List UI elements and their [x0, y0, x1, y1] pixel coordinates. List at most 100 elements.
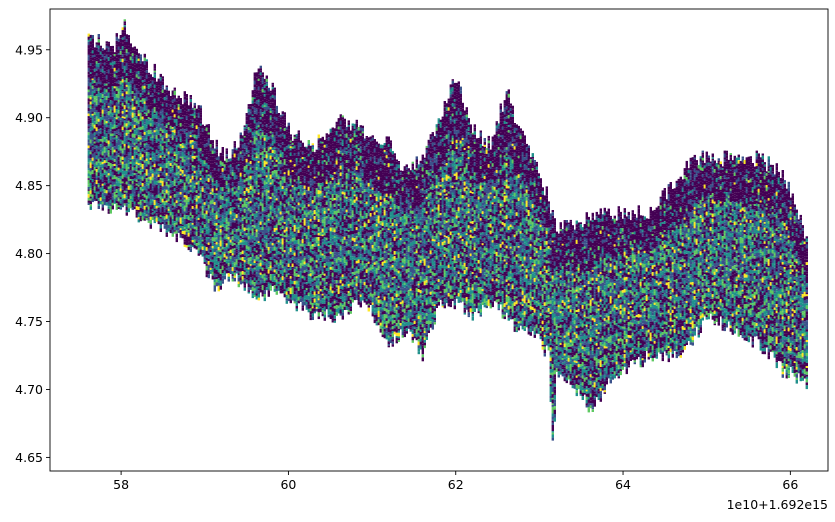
heatmap-cell: [97, 42, 100, 46]
heatmap-cell: [99, 112, 102, 116]
heatmap-cell: [129, 78, 132, 81]
heatmap-cell: [121, 156, 124, 160]
heatmap-cell: [129, 193, 132, 196]
heatmap-cell: [123, 170, 126, 175]
heatmap-cell: [109, 62, 112, 65]
heatmap-cell: [129, 200, 132, 205]
heatmap-cell: [115, 91, 118, 94]
heatmap-cell: [91, 130, 94, 134]
heatmap-cell: [131, 170, 134, 174]
heatmap-cell: [101, 57, 104, 60]
heatmap-cell: [125, 143, 128, 148]
heatmap-cell: [113, 105, 116, 110]
heatmap-cell: [131, 119, 134, 123]
heatmap-cell: [87, 126, 90, 129]
heatmap-cell: [123, 127, 126, 131]
heatmap-cell: [119, 172, 122, 176]
heatmap-cell: [119, 203, 122, 206]
heatmap-cell: [101, 145, 104, 149]
heatmap-cell: [93, 47, 96, 50]
heatmap-cell: [91, 80, 94, 84]
heatmap-cell: [105, 137, 108, 140]
heatmap-cell: [125, 203, 128, 207]
heatmap-cell: [111, 158, 114, 161]
heatmap-cell: [95, 61, 98, 64]
heatmap-cell: [131, 129, 134, 134]
heatmap-cell: [153, 72, 156, 75]
heatmap-cell: [109, 174, 112, 177]
heatmap-cell: [115, 148, 118, 152]
heatmap-cell: [89, 50, 92, 53]
heatmap-cell: [103, 71, 106, 75]
heatmap-cell: [97, 91, 100, 93]
heatmap-cell: [89, 89, 92, 92]
heatmap-cell: [121, 79, 124, 83]
heatmap-cell: [95, 134, 98, 137]
heatmap-cell: [113, 114, 116, 118]
heatmap-cell: [127, 154, 130, 159]
heatmap-cell: [129, 146, 132, 149]
heatmap-cell: [131, 155, 134, 160]
heatmap-cell: [95, 106, 98, 110]
heatmap-cell: [117, 139, 120, 143]
heatmap-cell: [103, 83, 106, 86]
heatmap-cell: [123, 118, 126, 121]
heatmap-cell: [133, 98, 136, 101]
heatmap-cell: [111, 153, 114, 156]
heatmap-cell: [101, 66, 104, 68]
heatmap-cell: [125, 95, 128, 99]
heatmap-cell: [107, 146, 110, 149]
heatmap-cell: [111, 68, 114, 72]
heatmap-cell: [101, 198, 104, 202]
heatmap-cell: [121, 76, 124, 80]
heatmap-cell: [119, 95, 122, 99]
heatmap-cell: [99, 128, 102, 130]
heatmap-cell: [123, 58, 126, 61]
heatmap-cell: [105, 63, 108, 67]
heatmap-cell: [101, 109, 104, 114]
heatmap-cell: [123, 91, 126, 95]
heatmap-cell: [105, 83, 108, 86]
heatmap-cell: [101, 69, 104, 73]
heatmap-cell: [91, 98, 94, 101]
heatmap-cell: [91, 60, 94, 64]
heatmap-cell: [133, 188, 136, 193]
heatmap-cell: [93, 148, 96, 153]
heatmap-cell: [93, 112, 96, 115]
heatmap-cell: [97, 151, 100, 156]
heatmap-cell: [113, 121, 116, 123]
heatmap-cell: [103, 158, 106, 161]
heatmap-cell: [89, 95, 92, 97]
heatmap-cell: [117, 153, 120, 155]
heatmap-cell: [117, 155, 120, 157]
heatmap-cell: [93, 128, 96, 133]
heatmap-cell: [113, 59, 116, 62]
heatmap-cell: [243, 287, 246, 291]
heatmap-cell: [185, 97, 188, 101]
heatmap-cell: [99, 102, 102, 106]
heatmap-cell: [119, 35, 122, 39]
heatmap-cell: [103, 172, 106, 175]
heatmap-cell: [145, 68, 148, 71]
heatmap-cell: [125, 191, 128, 193]
heatmap-cell: [91, 35, 94, 39]
heatmap-cell: [121, 82, 124, 86]
heatmap-cell: [101, 119, 104, 124]
heatmap-cell: [153, 68, 156, 71]
heatmap-cell: [123, 80, 126, 83]
heatmap-cell: [131, 72, 134, 75]
heatmap-cell: [133, 67, 136, 70]
heatmap-cell: [119, 102, 122, 105]
heatmap-cell: [115, 100, 118, 103]
heatmap-cell: [99, 175, 102, 178]
heatmap-cell: [105, 58, 108, 62]
heatmap-cell: [115, 200, 118, 204]
heatmap-cell: [117, 182, 120, 187]
heatmap-cell: [123, 168, 126, 171]
heatmap-cell: [199, 114, 202, 118]
heatmap-cell: [89, 73, 92, 77]
heatmap-cell: [99, 84, 102, 88]
heatmap-cell: [99, 73, 102, 78]
heatmap-cell: [105, 66, 108, 71]
heatmap-cell: [125, 156, 128, 160]
